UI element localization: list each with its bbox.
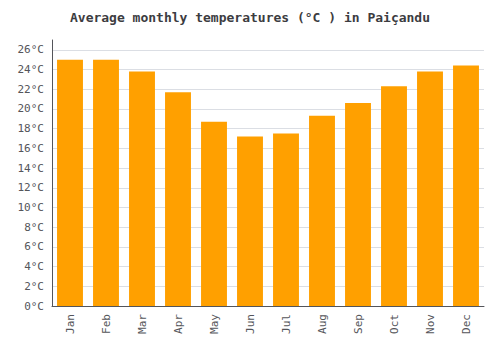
- svg-text:Jul: Jul: [280, 314, 293, 334]
- svg-text:0°C: 0°C: [24, 300, 44, 313]
- svg-text:8°C: 8°C: [24, 221, 44, 234]
- svg-text:2°C: 2°C: [24, 280, 44, 293]
- svg-text:18°C: 18°C: [18, 122, 45, 135]
- svg-text:Jun: Jun: [244, 314, 257, 334]
- svg-text:12°C: 12°C: [18, 181, 45, 194]
- svg-text:Average monthly temperatures (: Average monthly temperatures (°C ) in Pa…: [70, 10, 430, 25]
- svg-text:Nov: Nov: [424, 314, 437, 334]
- svg-text:22°C: 22°C: [18, 83, 45, 96]
- svg-text:Oct: Oct: [388, 314, 401, 334]
- svg-text:20°C: 20°C: [18, 102, 45, 115]
- svg-text:10°C: 10°C: [18, 201, 45, 214]
- svg-text:6°C: 6°C: [24, 240, 44, 253]
- svg-text:14°C: 14°C: [18, 162, 45, 175]
- svg-text:Jan: Jan: [64, 314, 77, 334]
- svg-text:Sep: Sep: [352, 314, 365, 334]
- svg-text:Aug: Aug: [316, 314, 329, 334]
- svg-text:26°C: 26°C: [18, 43, 45, 56]
- svg-text:16°C: 16°C: [18, 142, 45, 155]
- svg-text:4°C: 4°C: [24, 260, 44, 273]
- svg-text:Dec: Dec: [460, 314, 473, 334]
- svg-text:May: May: [208, 314, 221, 334]
- svg-text:Feb: Feb: [100, 314, 113, 334]
- svg-text:Mar: Mar: [136, 314, 149, 334]
- svg-text:Apr: Apr: [172, 314, 185, 334]
- svg-text:24°C: 24°C: [18, 63, 45, 76]
